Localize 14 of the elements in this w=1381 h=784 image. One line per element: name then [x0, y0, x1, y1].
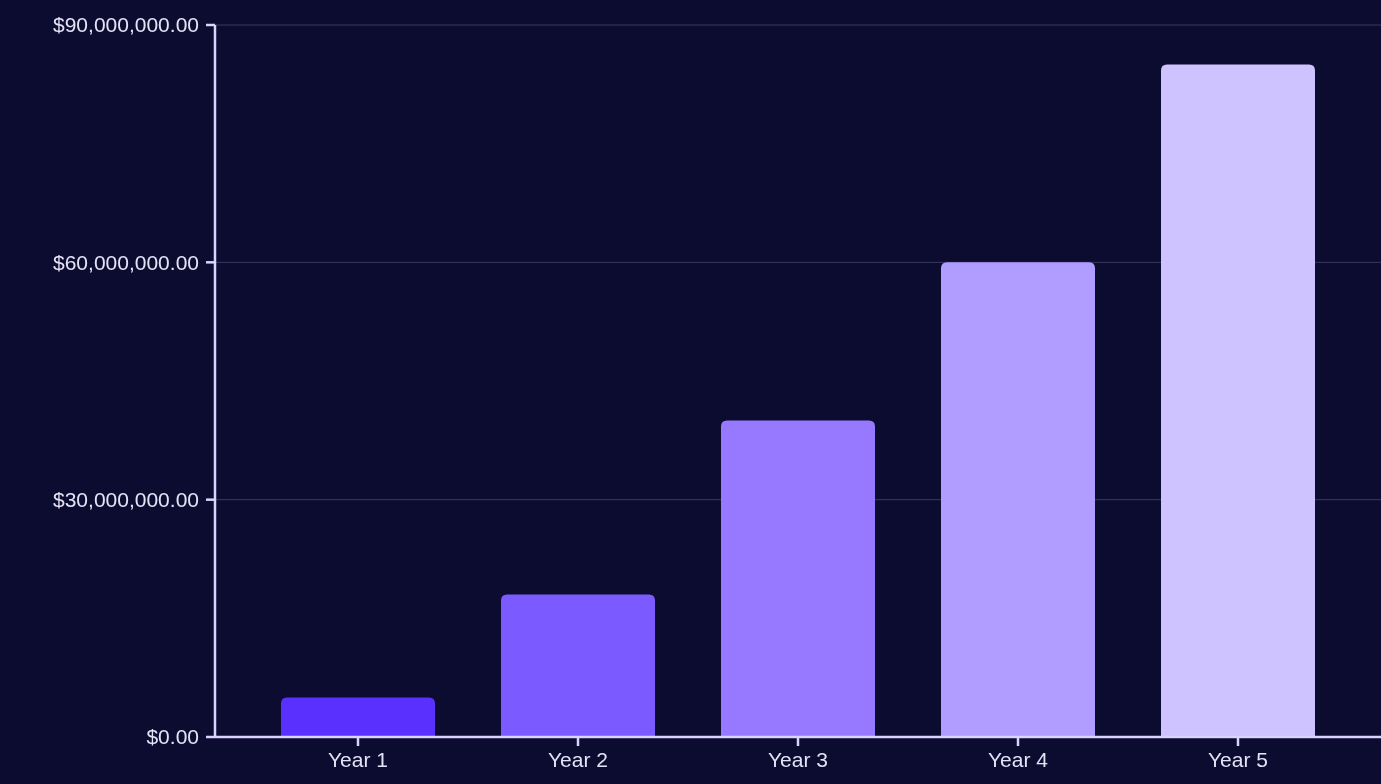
y-tick-label: $0.00 — [146, 725, 199, 749]
bar — [1161, 64, 1315, 737]
x-tick-label: Year 3 — [768, 748, 828, 771]
bar — [281, 697, 435, 737]
x-tick-label: Year 5 — [1208, 748, 1268, 771]
x-tick-label: Year 4 — [988, 748, 1049, 771]
y-tick-label: $60,000,000.00 — [53, 250, 199, 274]
x-tick-label: Year 1 — [328, 748, 388, 771]
y-tick-label: $90,000,000.00 — [53, 13, 199, 37]
y-tick-label: $30,000,000.00 — [53, 488, 199, 512]
bar — [501, 594, 655, 737]
bar — [721, 420, 875, 737]
bar — [941, 262, 1095, 737]
x-tick-label: Year 2 — [548, 748, 608, 771]
